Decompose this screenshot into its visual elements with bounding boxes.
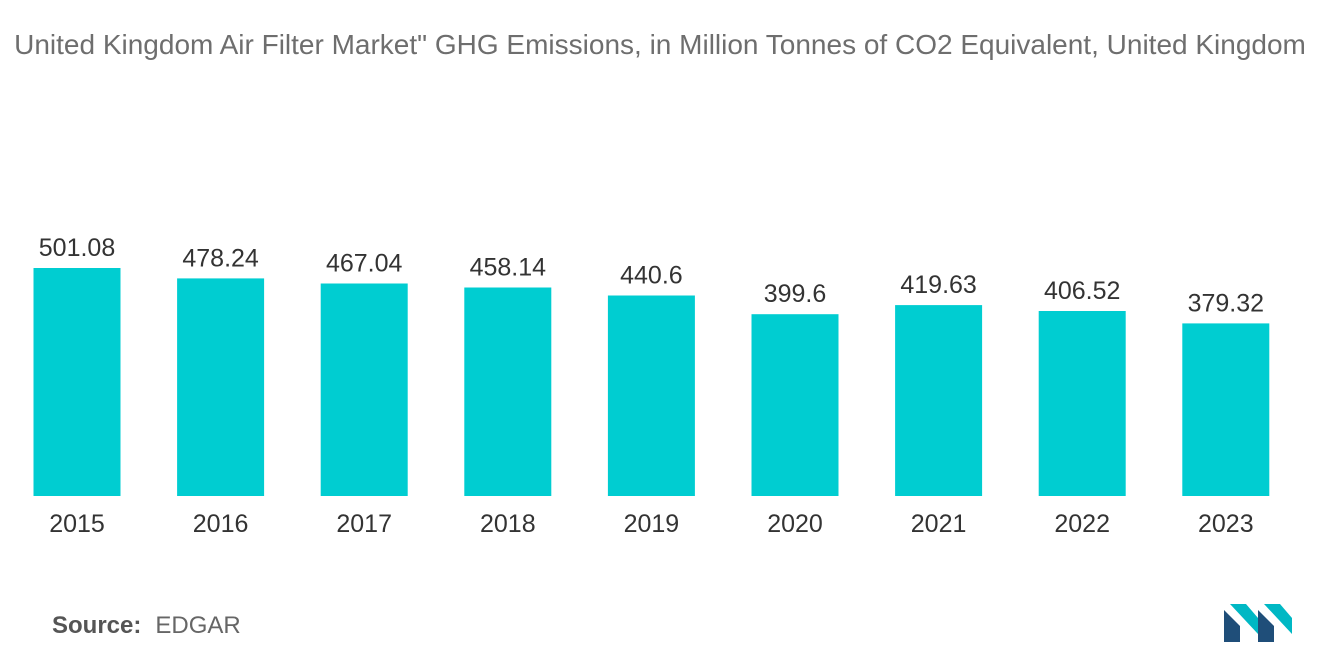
logo-shape-right bbox=[1264, 604, 1292, 634]
source-label: Source: bbox=[52, 612, 142, 639]
bar-2022 bbox=[1038, 311, 1126, 496]
x-tick-label-2015: 2015 bbox=[49, 510, 105, 538]
x-tick-label-2020: 2020 bbox=[767, 510, 823, 538]
bar-2017 bbox=[320, 283, 408, 496]
value-labels-group: 501.08 478.24 467.04 458.14 440.6 399.6 419.63… bbox=[39, 234, 1264, 317]
x-tick-label-2017: 2017 bbox=[336, 510, 392, 538]
logo-shape-mid-left bbox=[1230, 604, 1258, 634]
x-tick-label-2019: 2019 bbox=[624, 510, 680, 538]
x-tick-label-2023: 2023 bbox=[1198, 510, 1254, 538]
logo-shape-mid-right bbox=[1258, 610, 1274, 642]
bar-2018 bbox=[464, 287, 552, 496]
chart-title: United Kingdom Air Filter Market" GHG Em… bbox=[14, 29, 1306, 60]
bar-2019 bbox=[607, 295, 695, 496]
bars-group bbox=[33, 268, 1270, 496]
bar-2021 bbox=[895, 305, 983, 496]
bar-2015 bbox=[33, 268, 121, 496]
bar-2016 bbox=[177, 278, 265, 496]
bar-2023 bbox=[1182, 323, 1270, 496]
bar-value-label-2022: 406.52 bbox=[1044, 277, 1120, 305]
bar-chart: 501.08 478.24 467.04 458.14 440.6 399.6 419.63… bbox=[33, 234, 1270, 538]
x-tick-label-2021: 2021 bbox=[911, 510, 967, 538]
bar-value-label-2020: 399.6 bbox=[764, 280, 827, 308]
x-axis-ticks-group: 2015 2016 2017 2018 2019 2020 2021 2022 2023 bbox=[49, 510, 1253, 538]
bar-value-label-2017: 467.04 bbox=[326, 250, 403, 278]
source-note: Source: EDGAR bbox=[52, 612, 241, 640]
x-tick-label-2022: 2022 bbox=[1054, 510, 1110, 538]
bar-value-label-2015: 501.08 bbox=[39, 234, 115, 262]
x-tick-label-2018: 2018 bbox=[480, 510, 536, 538]
bar-value-label-2018: 458.14 bbox=[470, 254, 547, 282]
mordor-intelligence-logo-icon bbox=[1224, 604, 1292, 642]
bar-2020 bbox=[751, 314, 839, 496]
source-value: EDGAR bbox=[155, 612, 241, 639]
logo-shape-left bbox=[1224, 610, 1240, 642]
x-tick-label-2016: 2016 bbox=[193, 510, 249, 538]
bar-value-label-2023: 379.32 bbox=[1188, 289, 1264, 317]
bar-value-label-2016: 478.24 bbox=[182, 244, 259, 272]
bar-value-label-2019: 440.6 bbox=[620, 262, 683, 290]
bar-value-label-2021: 419.63 bbox=[900, 271, 976, 299]
